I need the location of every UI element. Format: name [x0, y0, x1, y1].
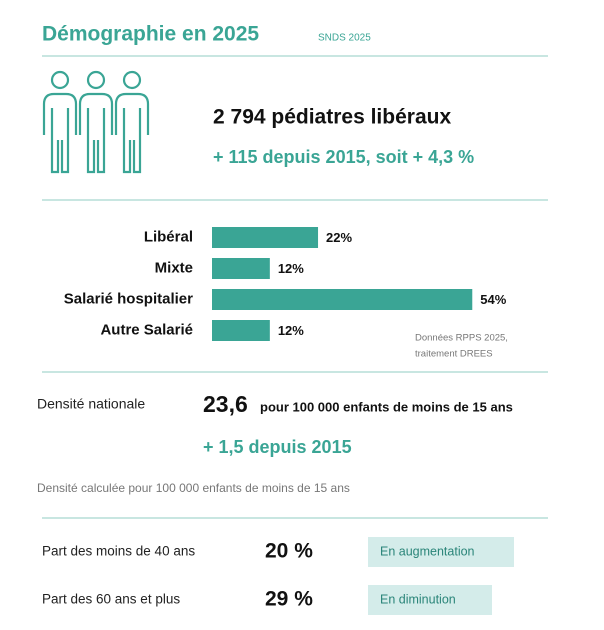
- bar: [212, 289, 473, 310]
- people-icon: [42, 70, 150, 174]
- trend-badge: [368, 585, 492, 615]
- trend-badge: [368, 537, 514, 567]
- bar-category: Libéral: [144, 228, 193, 245]
- chart-note: Données RPPS 2025,: [415, 333, 508, 344]
- bar-value-label: 12%: [278, 323, 304, 338]
- bar-value-label: 54%: [480, 292, 506, 307]
- bar: [212, 320, 270, 341]
- trend-text: En augmentation: [380, 544, 475, 558]
- source: SNDS 2025: [318, 33, 371, 44]
- bar-category: Mixte: [155, 259, 193, 276]
- density-footnote: Densité calculée pour 100 000 enfants de…: [37, 481, 350, 495]
- title: Démographie en 2025: [42, 23, 259, 46]
- bar-value-label: 12%: [278, 261, 304, 276]
- pediatrician-count: 2 794 pédiatres libéraux: [213, 106, 451, 129]
- share-label: Part des 60 ans et plus: [42, 592, 180, 607]
- density-change: + 1,5 depuis 2015: [203, 437, 352, 457]
- bar: [212, 227, 319, 248]
- bar-chart: Libéral 22% Mixte 12% Salarié hospitalier 54%…: [64, 227, 507, 341]
- chart-note: traitement DREES: [415, 349, 493, 360]
- density-unit: pour 100 000 enfants de moins de 15 ans: [260, 399, 513, 414]
- bar-category: Salarié hospitalier: [64, 290, 193, 307]
- count-change: + 115 depuis 2015, soit + 4,3 %: [213, 147, 474, 167]
- trend-text: En diminution: [380, 592, 456, 606]
- share-value: 20 %: [265, 540, 313, 563]
- density-label: Densité nationale: [37, 396, 145, 412]
- bar-value-label: 22%: [326, 230, 352, 245]
- density-value: 23,6: [203, 391, 248, 417]
- bar-category: Autre Salarié: [100, 321, 193, 338]
- share-value: 29 %: [265, 588, 313, 611]
- share-label: Part des moins de 40 ans: [42, 544, 195, 559]
- bar: [212, 258, 270, 279]
